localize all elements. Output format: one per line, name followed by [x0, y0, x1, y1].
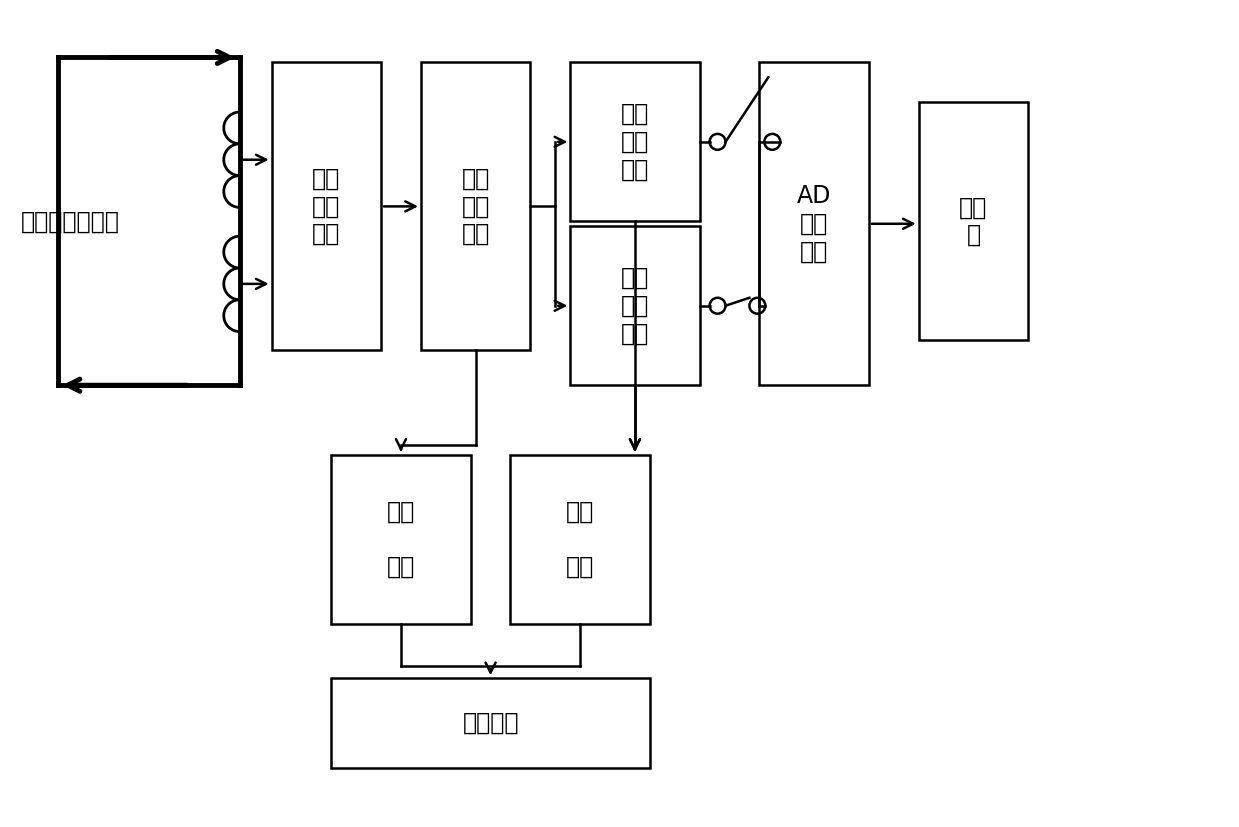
Bar: [570, 62, 700, 222]
Text: 有源
积分
电路: 有源 积分 电路: [621, 102, 649, 182]
Text: 监测装置: 监测装置: [462, 711, 519, 735]
Bar: [331, 678, 650, 767]
Bar: [760, 62, 869, 385]
Bar: [271, 62, 382, 351]
Text: 分档
降压
电路: 分档 降压 电路: [312, 166, 341, 246]
Text: 采集

信号: 采集 信号: [387, 500, 415, 579]
Text: 电流

信号: 电流 信号: [566, 500, 595, 579]
Bar: [570, 227, 700, 385]
Bar: [918, 102, 1028, 341]
Bar: [421, 62, 530, 351]
Text: 无源
积分
电路: 无源 积分 电路: [621, 266, 649, 346]
Text: 磁位计电流信号: 磁位计电流信号: [21, 209, 120, 233]
Text: 隔离
运放
电路: 隔离 运放 电路: [461, 166, 489, 246]
Bar: [510, 455, 650, 624]
Text: AD
转换
电路: AD 转换 电路: [797, 184, 831, 264]
Text: 计算
机: 计算 机: [959, 195, 987, 247]
Bar: [331, 455, 471, 624]
